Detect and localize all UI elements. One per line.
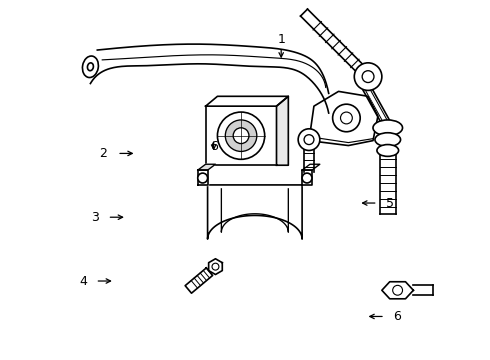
Ellipse shape: [377, 145, 398, 156]
Text: 6: 6: [210, 140, 218, 153]
Circle shape: [333, 104, 360, 132]
Polygon shape: [414, 285, 433, 295]
Circle shape: [225, 120, 257, 152]
Polygon shape: [309, 91, 378, 145]
Text: 4: 4: [79, 275, 87, 288]
Polygon shape: [206, 96, 288, 106]
Polygon shape: [304, 150, 314, 172]
Circle shape: [233, 128, 249, 144]
Circle shape: [362, 71, 374, 82]
Circle shape: [392, 285, 402, 295]
FancyBboxPatch shape: [206, 106, 276, 165]
Circle shape: [298, 129, 320, 150]
Text: 5: 5: [386, 197, 394, 210]
Polygon shape: [209, 259, 222, 275]
Polygon shape: [380, 156, 395, 215]
Text: 3: 3: [92, 211, 99, 224]
Polygon shape: [198, 164, 216, 170]
Circle shape: [354, 63, 382, 90]
Circle shape: [218, 112, 265, 159]
Ellipse shape: [87, 63, 94, 71]
Polygon shape: [91, 44, 329, 113]
Polygon shape: [198, 170, 208, 185]
Circle shape: [341, 112, 352, 124]
Polygon shape: [302, 170, 312, 185]
Circle shape: [212, 263, 219, 270]
Text: 2: 2: [99, 147, 107, 160]
Circle shape: [304, 135, 314, 145]
Polygon shape: [302, 164, 320, 170]
Polygon shape: [208, 185, 302, 239]
Ellipse shape: [82, 56, 98, 77]
Text: 6: 6: [393, 310, 401, 323]
Polygon shape: [276, 96, 288, 165]
Ellipse shape: [375, 133, 400, 147]
Circle shape: [198, 173, 208, 183]
Polygon shape: [382, 282, 414, 299]
Ellipse shape: [373, 120, 402, 136]
Text: 1: 1: [277, 33, 285, 46]
Circle shape: [302, 173, 312, 183]
Polygon shape: [185, 268, 213, 293]
